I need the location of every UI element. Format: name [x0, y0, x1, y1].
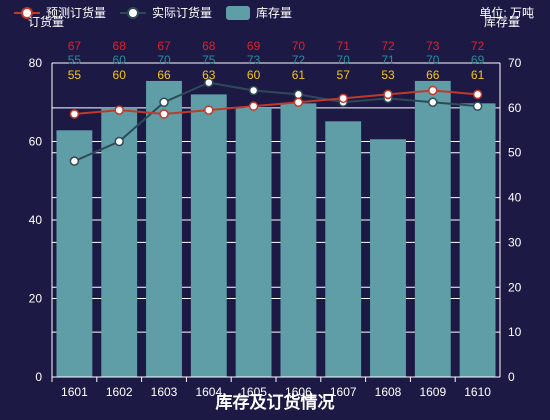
predicted-order-point[interactable] — [114, 105, 124, 115]
legend-line-symbol-actual — [120, 6, 147, 19]
predicted-value-label: 68 — [202, 39, 216, 53]
inventory-bar[interactable] — [146, 80, 182, 377]
x-tick-label: 1605 — [240, 385, 267, 399]
inventory-bar[interactable] — [325, 121, 362, 377]
predicted-order-point[interactable] — [383, 89, 393, 100]
actual-order-point[interactable] — [159, 97, 169, 107]
predicted-order-point[interactable] — [428, 85, 438, 96]
predicted-order-point[interactable] — [204, 105, 214, 115]
inventory-value-label: 57 — [337, 68, 351, 82]
y-left-tick-label: 80 — [29, 56, 43, 70]
predicted-order-point[interactable] — [472, 89, 483, 100]
actual-order-point[interactable] — [114, 136, 124, 147]
y-left-tick-label: 0 — [35, 370, 42, 384]
inventory-bar[interactable] — [280, 103, 317, 377]
inventory-value-label: 53 — [381, 68, 395, 82]
actual-order-point[interactable] — [204, 77, 214, 88]
inventory-bar[interactable] — [459, 103, 496, 377]
actual-value-label: 73 — [247, 53, 261, 67]
legend: 预测订货量 实际订货量 库存量 — [14, 4, 292, 21]
y-right-tick-label: 40 — [508, 191, 522, 205]
x-tick-label: 1602 — [106, 385, 133, 399]
actual-value-label: 75 — [202, 53, 216, 67]
predicted-order-point[interactable] — [338, 93, 348, 104]
actual-value-label: 71 — [381, 53, 395, 67]
y-left-tick-label: 20 — [29, 292, 43, 306]
predicted-order-point[interactable] — [159, 109, 169, 119]
actual-value-label: 69 — [471, 53, 485, 67]
unit-label: 单位: 万吨 — [479, 6, 534, 20]
actual-order-line — [73, 81, 478, 163]
inventory-value-label: 63 — [202, 68, 216, 82]
actual-value-label: 70 — [337, 53, 351, 67]
y-left-axis-label: 订货量 — [28, 14, 64, 29]
y-right-tick-label: 10 — [508, 325, 522, 339]
legend-inventory[interactable]: 库存量 — [226, 4, 292, 21]
x-tick-label: 1608 — [375, 385, 402, 399]
legend-label-predicted: 预测订货量 — [46, 6, 107, 20]
y-right-axis-label: 库存量 — [484, 14, 520, 29]
predicted-order-line — [74, 89, 478, 116]
actual-value-label: 55 — [68, 53, 82, 67]
actual-order-point[interactable] — [69, 156, 80, 166]
actual-order-point[interactable] — [428, 97, 438, 107]
actual-order-point[interactable] — [293, 89, 304, 100]
inventory-value-label: 61 — [292, 68, 306, 82]
legend-actual[interactable]: 实际订货量 — [120, 4, 212, 21]
predicted-value-label: 67 — [68, 39, 82, 53]
y-left-tick-label: 40 — [29, 213, 43, 227]
legend-predicted[interactable]: 预测订货量 — [14, 4, 106, 21]
inventory-bar[interactable] — [235, 107, 272, 377]
actual-order-point[interactable] — [248, 85, 259, 96]
predicted-value-label: 72 — [471, 39, 485, 53]
x-tick-label: 1604 — [195, 385, 222, 399]
x-tick-label: 1609 — [419, 385, 446, 399]
predicted-value-label: 68 — [113, 39, 127, 53]
x-tick-label: 1603 — [151, 385, 178, 399]
predicted-value-label: 73 — [426, 39, 440, 53]
predicted-order-point[interactable] — [69, 109, 80, 119]
y-right-tick-label: 0 — [508, 370, 515, 384]
y-right-tick-label: 30 — [508, 235, 522, 249]
predicted-value-label: 67 — [157, 39, 171, 53]
actual-value-label: 72 — [292, 53, 306, 67]
inventory-bar[interactable] — [190, 94, 227, 378]
inventory-value-label: 66 — [426, 68, 440, 82]
x-tick-label: 1601 — [61, 385, 88, 399]
inventory-bar[interactable] — [414, 80, 451, 377]
x-tick-label: 1607 — [330, 385, 357, 399]
inventory-bar[interactable] — [56, 130, 93, 377]
x-tick-label: 1606 — [285, 385, 312, 399]
actual-value-label: 70 — [157, 53, 171, 67]
inventory-value-label: 60 — [113, 68, 127, 82]
y-right-tick-label: 20 — [508, 280, 522, 294]
predicted-value-label: 69 — [247, 39, 261, 53]
y-right-tick-label: 50 — [508, 146, 522, 160]
x-tick-label: 1610 — [464, 385, 491, 399]
predicted-value-label: 71 — [337, 39, 351, 53]
inventory-bar[interactable] — [370, 139, 406, 377]
legend-bar-symbol-inventory — [226, 5, 251, 20]
legend-label-actual: 实际订货量 — [152, 6, 213, 20]
inventory-value-label: 61 — [471, 68, 485, 82]
y-left-tick-label: 60 — [29, 135, 43, 149]
actual-value-label: 70 — [426, 53, 440, 67]
inventory-value-label: 66 — [157, 68, 171, 82]
inventory-bar[interactable] — [101, 107, 138, 377]
predicted-order-point[interactable] — [248, 101, 259, 111]
actual-value-label: 60 — [113, 53, 127, 67]
inventory-value-label: 55 — [68, 68, 82, 82]
chart-title: 库存及订货情况 — [216, 392, 335, 412]
actual-order-point[interactable] — [472, 101, 483, 111]
legend-label-inventory: 库存量 — [256, 6, 293, 20]
inventory-value-label: 60 — [247, 68, 261, 82]
legend-line-symbol-predicted — [14, 6, 40, 19]
predicted-order-point[interactable] — [293, 97, 304, 107]
predicted-value-label: 70 — [292, 39, 306, 53]
y-right-tick-label: 70 — [508, 56, 522, 70]
predicted-value-label: 72 — [381, 39, 395, 53]
y-right-tick-label: 60 — [508, 101, 522, 115]
